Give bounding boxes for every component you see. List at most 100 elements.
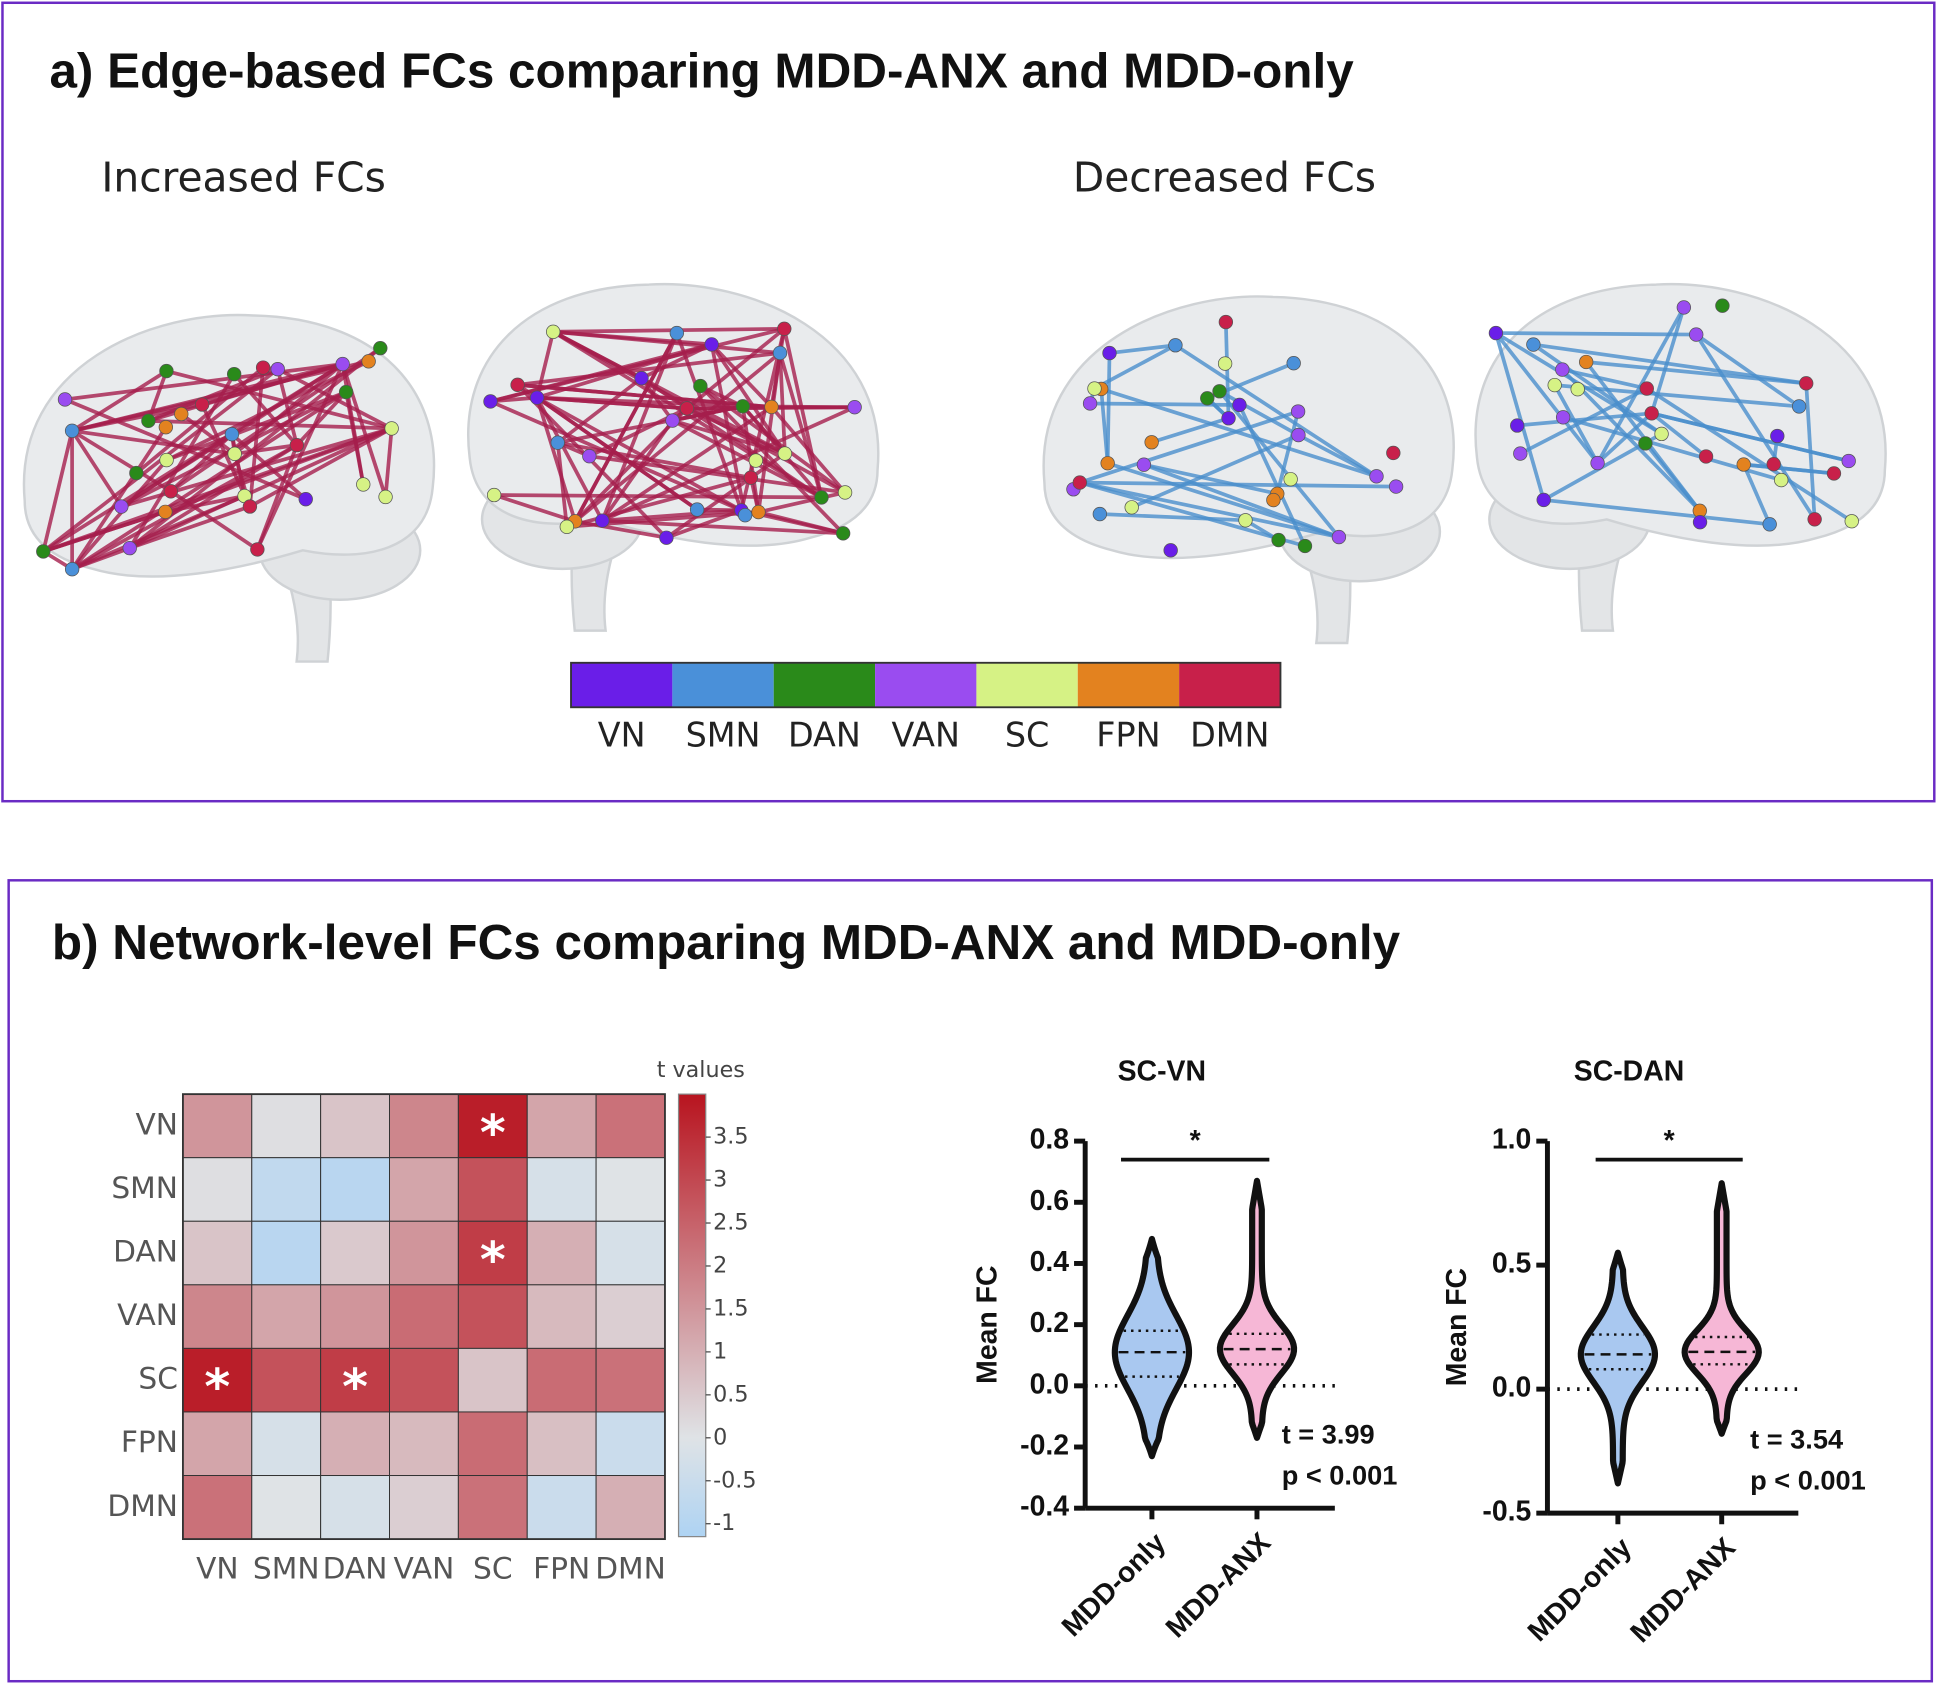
brain-node <box>1222 411 1236 425</box>
y-tick-label: 1.0 <box>1492 1124 1532 1156</box>
brain-node <box>777 322 791 336</box>
brain-node <box>271 362 285 376</box>
heatmap-cell <box>458 1285 527 1349</box>
y-axis-label: Mean FC <box>1441 1268 1473 1386</box>
brain-node <box>546 325 560 339</box>
y-tick-label: SC <box>138 1361 178 1396</box>
brain-node <box>666 414 680 428</box>
brain-node <box>1370 470 1384 484</box>
brain-node <box>1579 355 1593 369</box>
brain-node <box>1298 539 1312 553</box>
brain-node <box>1389 480 1403 494</box>
significance-marker: * <box>1664 1125 1676 1157</box>
colorbar-tick-label: 0 <box>713 1424 727 1450</box>
brain-node <box>362 355 376 369</box>
brain-node <box>159 505 173 519</box>
brain-node <box>560 520 574 534</box>
x-tick-label: MDD-only <box>1056 1527 1172 1643</box>
brain-node <box>1510 419 1524 433</box>
brain-node <box>836 527 850 541</box>
colorbar-label: t values <box>657 1057 745 1083</box>
y-tick-label: -0.5 <box>1482 1496 1531 1528</box>
legend-label: DMN <box>1190 715 1269 754</box>
brain-node <box>1103 346 1117 360</box>
brain-renderings <box>24 284 1886 661</box>
heatmap-cell <box>183 1412 252 1476</box>
brain-node <box>744 471 758 485</box>
violin-body <box>1220 1181 1294 1438</box>
brain-node <box>1689 328 1703 342</box>
brain-node <box>1332 530 1346 544</box>
brain-node <box>290 438 304 452</box>
brain-node <box>160 364 174 378</box>
heatmap-cell <box>252 1412 321 1476</box>
legend-swatch <box>1078 663 1179 707</box>
legend-swatch <box>774 663 875 707</box>
heatmap-cell <box>390 1158 459 1222</box>
violin-body <box>1685 1183 1759 1433</box>
heatmap-cell <box>596 1158 665 1222</box>
brain-node <box>1716 299 1730 313</box>
x-tick-label: MDD-ANX <box>1624 1532 1742 1650</box>
brain-node <box>1548 378 1562 392</box>
legend-swatch <box>976 663 1077 707</box>
heatmap-cell <box>596 1094 665 1158</box>
x-tick-label: FPN <box>533 1550 590 1585</box>
heatmap-cell <box>252 1285 321 1349</box>
y-tick-label: VAN <box>117 1297 178 1332</box>
heatmap-cell <box>252 1158 321 1222</box>
heatmap-cell <box>527 1285 596 1349</box>
brain-node <box>1088 382 1102 396</box>
brain-node <box>694 379 708 393</box>
brain <box>1476 284 1886 631</box>
heatmap-cell <box>527 1221 596 1285</box>
brain-node <box>705 338 719 352</box>
brain-node <box>356 478 370 492</box>
brain-node <box>1272 533 1286 547</box>
brain-node <box>778 447 792 461</box>
brain-node <box>1489 326 1503 340</box>
brain-node <box>1699 450 1713 464</box>
heatmap-cell <box>183 1094 252 1158</box>
p-text: p < 0.001 <box>1282 1459 1398 1490</box>
y-tick-label: 0.0 <box>1492 1372 1532 1404</box>
heatmap-cell <box>321 1285 390 1349</box>
brain-node <box>1291 405 1305 419</box>
brain-node <box>1125 501 1139 515</box>
heatmap-cell <box>458 1348 527 1412</box>
brain-node <box>336 357 350 371</box>
brain-node <box>1591 456 1605 470</box>
brain-node <box>195 398 209 412</box>
heatmap-cell <box>321 1158 390 1222</box>
brain-node <box>1556 411 1570 425</box>
brain-node <box>142 414 156 428</box>
stat-text: t = 3.99 <box>1282 1419 1375 1450</box>
brain-node <box>749 454 763 468</box>
heatmap-cell <box>527 1412 596 1476</box>
brain-node <box>65 424 79 438</box>
heatmap-cell <box>321 1221 390 1285</box>
brain-node <box>1233 398 1247 412</box>
brain-node <box>736 399 750 413</box>
colorbar-tick-label: 0.5 <box>713 1381 748 1407</box>
brain-node <box>1842 454 1856 468</box>
stat-text: t = 3.54 <box>1750 1424 1843 1455</box>
brain-node <box>1763 517 1777 531</box>
y-tick-label: 0.8 <box>1030 1124 1070 1156</box>
brain-node <box>1527 338 1541 352</box>
brain-node <box>1164 544 1178 558</box>
brain-node <box>58 393 72 407</box>
brain-node <box>1514 447 1528 461</box>
brain-node <box>36 545 50 559</box>
brain-node <box>752 505 766 519</box>
brain-node <box>1767 457 1781 471</box>
brain-node <box>1093 507 1107 521</box>
legend-swatch <box>571 663 672 707</box>
colorbar-tick-label: 3 <box>713 1167 727 1193</box>
heatmap-cell <box>596 1476 665 1540</box>
brain-node <box>1655 427 1669 441</box>
brain-node <box>1737 458 1751 472</box>
brain-node <box>773 346 787 360</box>
brain-node <box>1083 397 1097 411</box>
